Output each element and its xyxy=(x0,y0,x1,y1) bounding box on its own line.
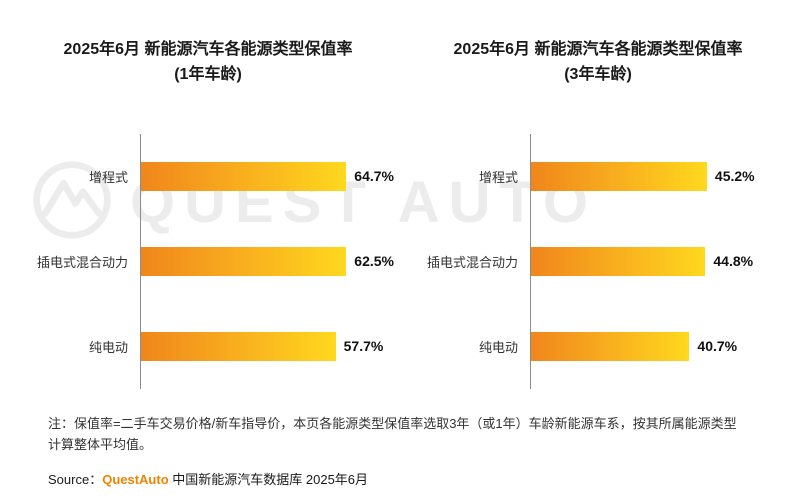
source-rest: 中国新能源汽车数据库 2025年6月 xyxy=(168,472,369,488)
bar xyxy=(531,331,690,361)
value-label: 57.7% xyxy=(343,338,384,355)
source-brand: QuestAuto xyxy=(102,472,169,488)
charts-area: 2025年6月 新能源汽车各能源类型保值率 (1年车龄) 增程式插电式混合动力纯… xyxy=(22,38,784,389)
chart-title: 2025年6月 新能源汽车各能源类型保值率 (1年车龄) xyxy=(22,38,394,88)
category-row: 纯电动 xyxy=(22,304,140,389)
bar xyxy=(141,246,347,276)
category-label: 插电式混合动力 xyxy=(426,254,518,270)
category-row: 插电式混合动力 xyxy=(412,219,530,304)
bar-row: 64.7% xyxy=(141,134,394,219)
category-axis: 增程式插电式混合动力纯电动 xyxy=(22,134,140,389)
chart-title-line1: 2025年6月 新能源汽车各能源类型保值率 xyxy=(63,41,353,58)
footnote-line1: 注：保值率=二手车交易价格/新车指导价，本页各能源类型保值率选取3年（或1年）车… xyxy=(48,415,737,431)
footnote-line2: 计算整体平均值。 xyxy=(48,437,153,453)
category-axis: 增程式插电式混合动力纯电动 xyxy=(412,134,530,389)
category-label: 插电式混合动力 xyxy=(36,254,128,270)
chart-1yr: 2025年6月 新能源汽车各能源类型保值率 (1年车龄) 增程式插电式混合动力纯… xyxy=(22,38,394,389)
category-label: 纯电动 xyxy=(478,339,518,355)
category-row: 增程式 xyxy=(412,134,530,219)
bars-area: 64.7% 62.5% 57.7% xyxy=(140,133,394,389)
bar xyxy=(141,161,347,191)
bars-area: 45.2% 44.8% 40.7% xyxy=(530,133,784,389)
bar-row: 62.5% xyxy=(141,219,394,304)
category-label: 增程式 xyxy=(88,169,128,185)
chart-title-line1: 2025年6月 新能源汽车各能源类型保值率 xyxy=(453,41,743,58)
category-label: 纯电动 xyxy=(88,339,128,355)
category-label: 增程式 xyxy=(478,169,518,185)
value-label: 40.7% xyxy=(697,338,738,355)
value-label: 44.8% xyxy=(713,253,754,270)
bar xyxy=(531,246,706,276)
plot-area: 增程式插电式混合动力纯电动 64.7% 62.5% 57.7% xyxy=(22,133,394,389)
bar xyxy=(141,331,336,361)
chart-title: 2025年6月 新能源汽车各能源类型保值率 (3年车龄) xyxy=(412,38,784,88)
chart-title-line2: (3年车龄) xyxy=(564,65,632,83)
bar-row: 45.2% xyxy=(531,134,784,219)
chart-3yr: 2025年6月 新能源汽车各能源类型保值率 (3年车龄) 增程式插电式混合动力纯… xyxy=(412,38,784,389)
category-row: 插电式混合动力 xyxy=(22,219,140,304)
footnote: 注：保值率=二手车交易价格/新车指导价，本页各能源类型保值率选取3年（或1年）车… xyxy=(0,413,806,456)
plot-area: 增程式插电式混合动力纯电动 45.2% 44.8% 40.7% xyxy=(412,133,784,389)
bar-row: 44.8% xyxy=(531,219,784,304)
source-prefix: Source： xyxy=(48,472,103,488)
bar xyxy=(531,161,707,191)
source-line: Source：QuestAuto 中国新能源汽车数据库 2025年6月 xyxy=(0,469,806,488)
bar-row: 40.7% xyxy=(531,304,784,389)
value-label: 64.7% xyxy=(354,168,394,185)
bar-row: 57.7% xyxy=(141,304,394,389)
category-row: 纯电动 xyxy=(412,304,530,389)
chart-title-line2: (1年车龄) xyxy=(174,65,242,83)
value-label: 62.5% xyxy=(354,253,394,270)
value-label: 45.2% xyxy=(714,168,755,185)
category-row: 增程式 xyxy=(22,134,140,219)
